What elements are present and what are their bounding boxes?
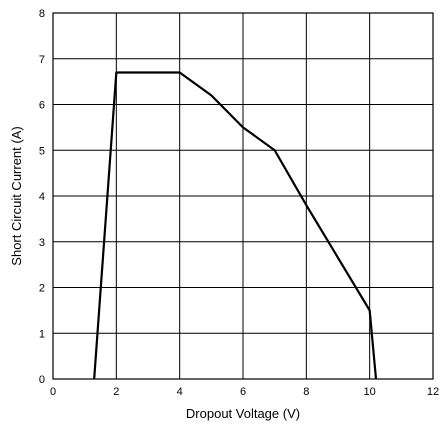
x-axis-ticks: 0 2 4 6 8 10 12 [50,386,439,398]
y-tick-label: 0 [39,374,45,386]
y-tick-label: 6 [39,100,45,112]
y-tick-label: 1 [39,328,45,340]
y-tick-label: 4 [39,191,45,203]
y-tick-label: 2 [39,283,45,295]
x-tick-label: 4 [177,386,183,398]
x-tick-label: 10 [364,386,376,398]
x-tick-label: 0 [50,386,56,398]
x-tick-label: 6 [240,386,246,398]
y-tick-label: 5 [39,145,45,157]
y-tick-label: 8 [39,8,45,20]
y-axis-label: Short Circuit Current (A) [9,126,24,265]
x-tick-label: 8 [303,386,309,398]
y-tick-label: 7 [39,54,45,66]
series-line [93,71,378,380]
plot-frame [52,12,434,380]
x-tick-label: 12 [427,386,439,398]
x-tick-label: 2 [113,386,119,398]
y-axis-ticks: 0 1 2 3 4 5 6 7 8 [39,8,45,386]
x-axis-label: Dropout Voltage (V) [186,406,300,421]
y-tick-label: 3 [39,237,45,249]
grid [52,12,434,380]
